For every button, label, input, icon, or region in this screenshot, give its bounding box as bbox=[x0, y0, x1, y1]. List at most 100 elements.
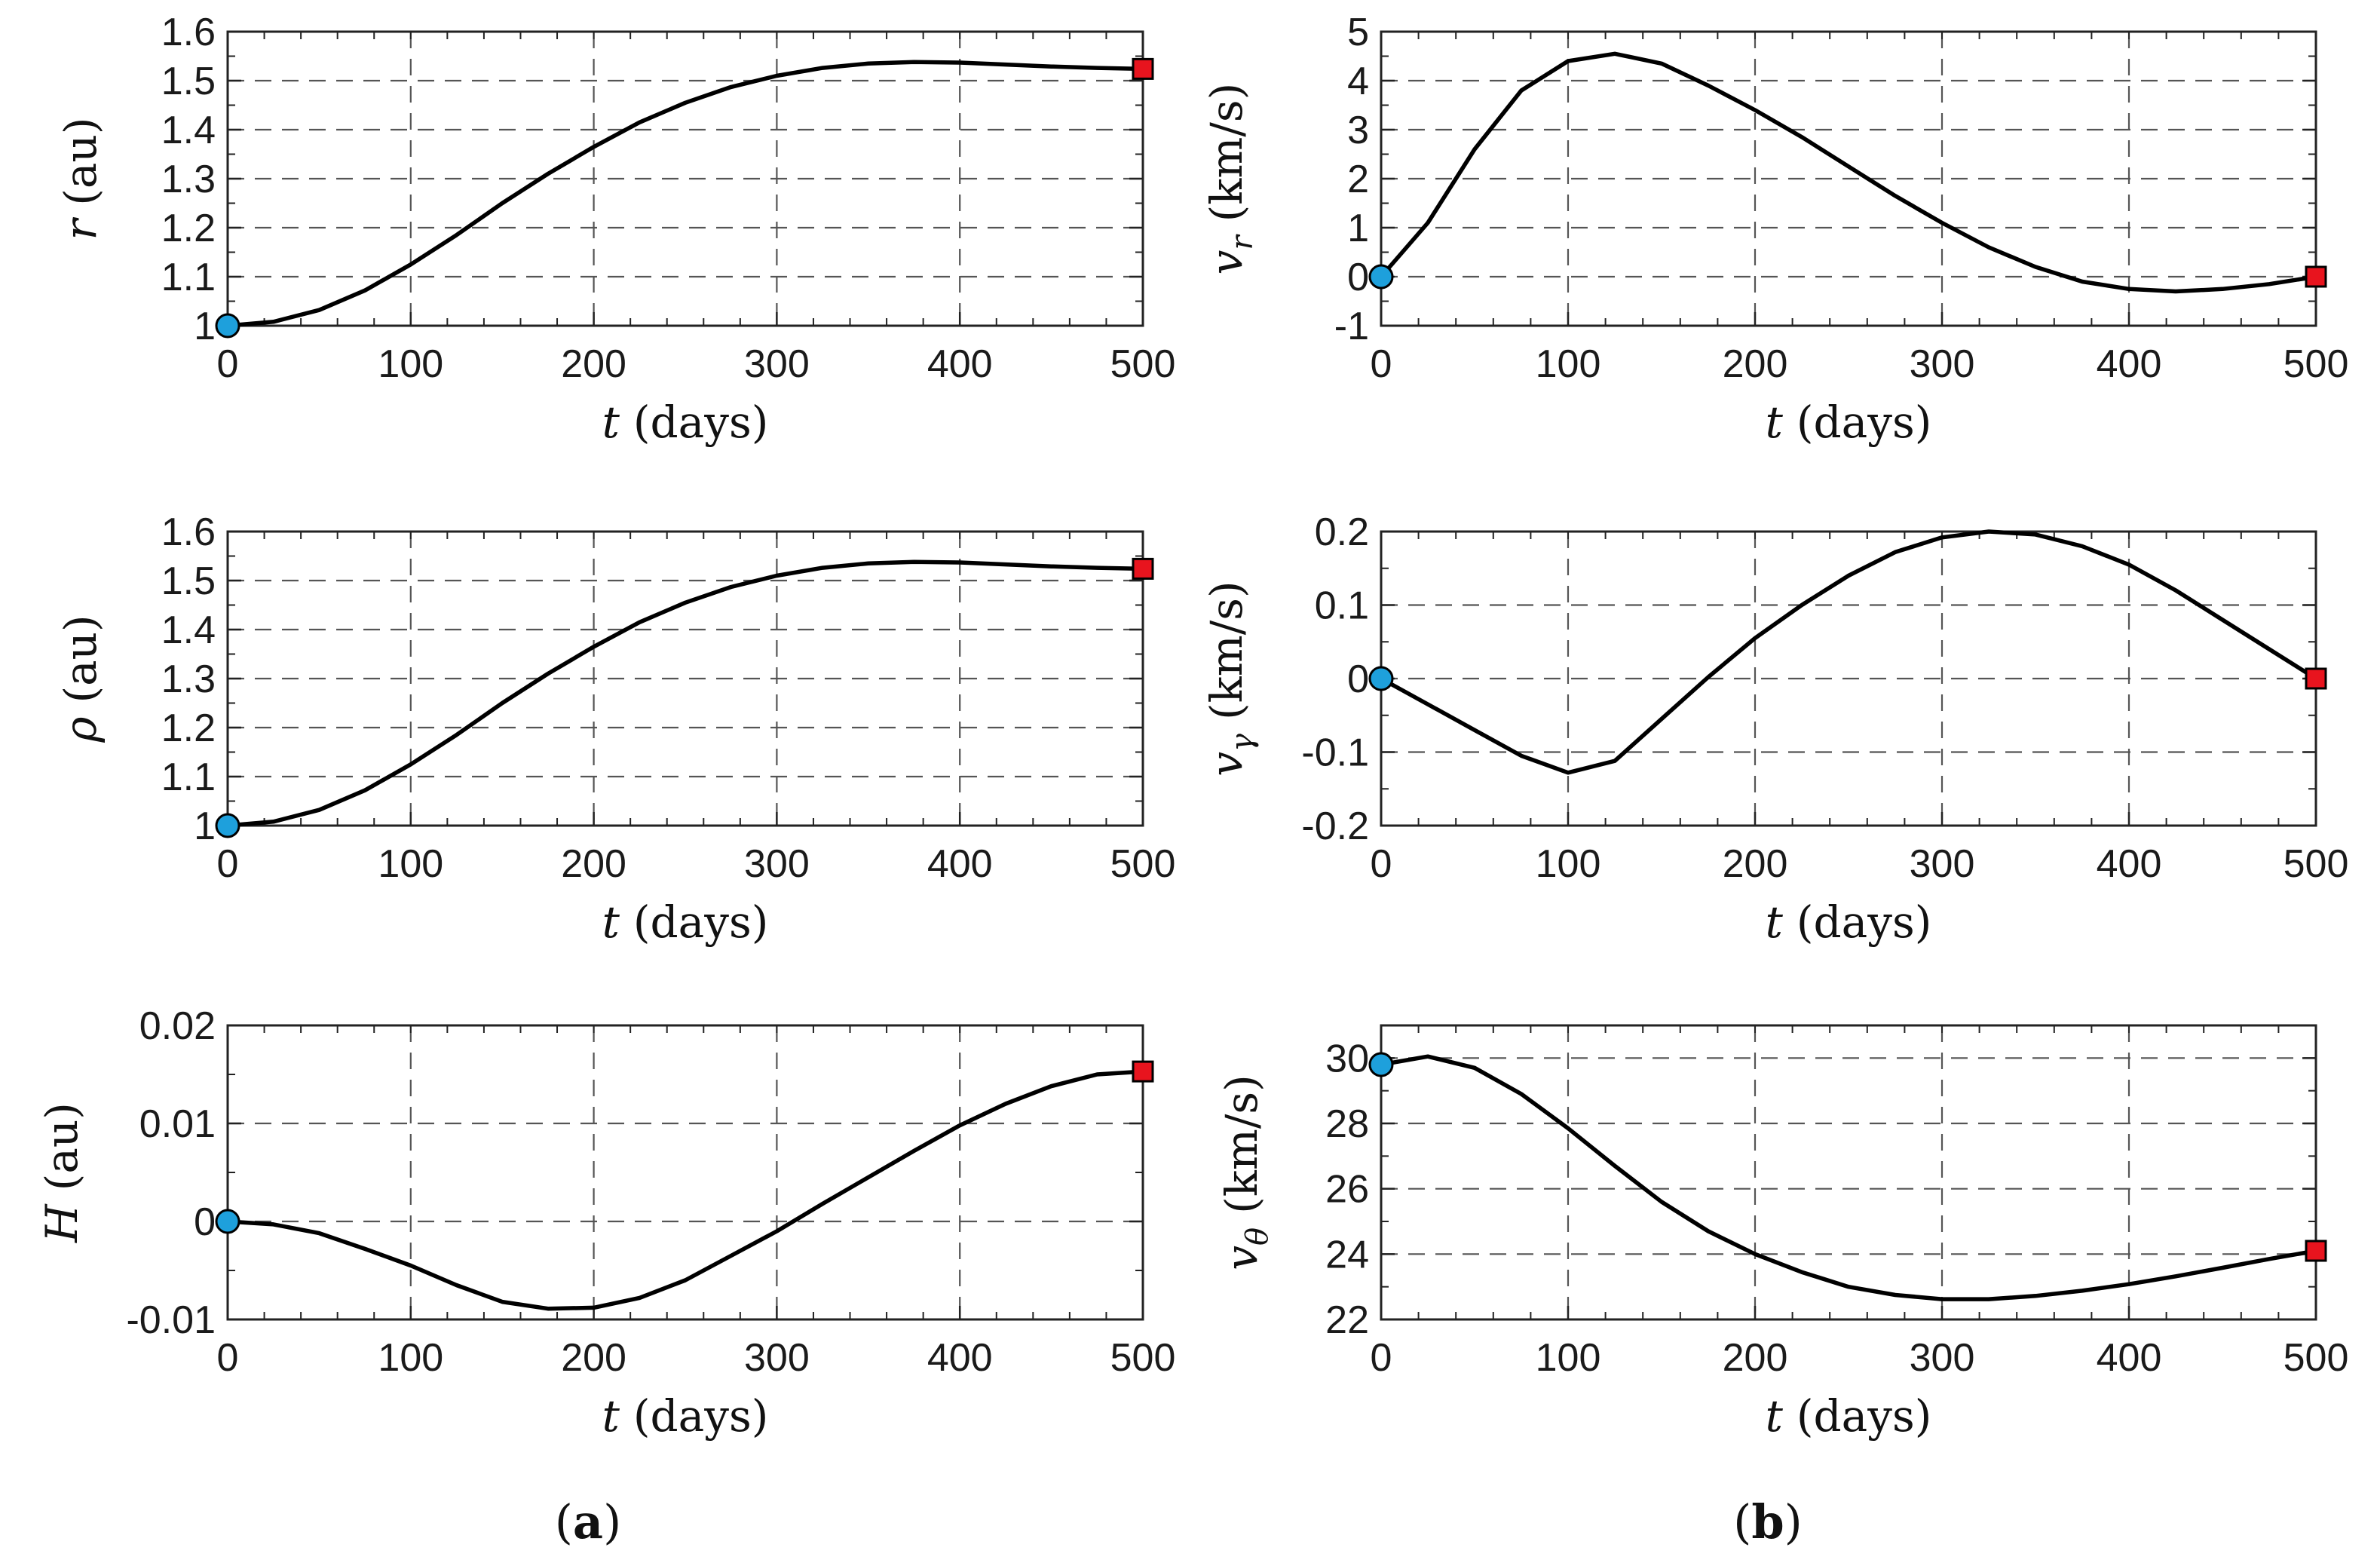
y-tick-label: 1.2 bbox=[161, 207, 216, 250]
x-tick-label: 500 bbox=[1110, 842, 1176, 886]
axes-box bbox=[226, 1024, 1144, 1321]
x-tick-label: 200 bbox=[1723, 842, 1788, 886]
x-tick-label: 100 bbox=[1536, 342, 1601, 386]
y-tick-label: 0 bbox=[194, 1200, 216, 1244]
y-axis-symbol: ρ bbox=[55, 717, 106, 743]
x-tick-label: 300 bbox=[1910, 342, 1975, 386]
y-tick-label: -1 bbox=[1334, 305, 1369, 348]
y-axis-symbol: v bbox=[1216, 1246, 1267, 1270]
chart-panel-vtheta: 0 100 200 300 400 500 22 24 26 28 30 t (days) vθ (km/s… bbox=[1216, 1024, 2348, 1442]
y-tick-label: 1.3 bbox=[161, 657, 216, 701]
x-tick-label: 0 bbox=[1371, 342, 1392, 386]
series-line-vr bbox=[1379, 51, 2318, 294]
y-tick-label: 1.4 bbox=[161, 608, 216, 652]
x-axis-unit: (days) bbox=[633, 1390, 769, 1442]
x-tick-label: 300 bbox=[1910, 842, 1975, 886]
start-marker bbox=[1368, 666, 1394, 691]
y-tick-label: 1.5 bbox=[161, 60, 216, 103]
y-tick-label: 28 bbox=[1325, 1102, 1369, 1146]
y-tick-label: -0.1 bbox=[1301, 731, 1369, 775]
y-tick-label: 1.1 bbox=[161, 256, 216, 299]
y-axis-label: vθ (km/s) bbox=[1216, 1074, 1275, 1270]
start-marker bbox=[215, 313, 240, 339]
x-axis-unit: (days) bbox=[1796, 1390, 1932, 1442]
y-tick-label: -0.2 bbox=[1301, 804, 1369, 848]
end-marker bbox=[2305, 1240, 2327, 1262]
x-tick-label: 400 bbox=[2097, 342, 2162, 386]
start-marker bbox=[1368, 1052, 1394, 1077]
end-marker bbox=[2305, 667, 2327, 690]
y-axis-unit: (au) bbox=[55, 118, 106, 206]
y-axis-label: r (au) bbox=[55, 118, 106, 241]
x-tick-label: 300 bbox=[744, 342, 810, 386]
y-axis-unit: (au) bbox=[55, 614, 106, 703]
x-tick-label: 400 bbox=[2097, 1336, 2162, 1380]
y-axis-unit: (au) bbox=[36, 1102, 87, 1191]
series-line-vgamma bbox=[1379, 529, 2318, 775]
y-tick-label: 0.01 bbox=[139, 1102, 216, 1146]
y-axis-symbol: v bbox=[1201, 250, 1252, 274]
y-axis-label: vr (km/s) bbox=[1201, 83, 1260, 275]
start-marker bbox=[1368, 264, 1394, 290]
x-tick-label: 200 bbox=[561, 342, 626, 386]
x-axis-symbol: t bbox=[1766, 397, 1784, 448]
start-marker bbox=[215, 1209, 240, 1234]
series-line-H bbox=[225, 1069, 1145, 1311]
chart-panel-r: 0 100 200 300 400 500 1 1.1 1.2 1.3 1.4 1.5 1.6 t (day… bbox=[55, 11, 1175, 448]
x-axis-symbol: t bbox=[1766, 896, 1784, 948]
y-axis-unit: (km/s) bbox=[1201, 581, 1252, 720]
chart-panel-vgamma: 0 100 200 300 400 500 -0.2 -0.1 0 0.1 0.2 t (days) vγ… bbox=[1201, 510, 2348, 948]
y-axis-symbol: H bbox=[36, 1203, 87, 1243]
y-axis-symbol: v bbox=[1201, 752, 1252, 777]
x-tick-label: 300 bbox=[1910, 1336, 1975, 1380]
x-axis-unit: (days) bbox=[633, 397, 769, 448]
x-tick-label: 500 bbox=[2284, 842, 2349, 886]
x-tick-label: 200 bbox=[1723, 1336, 1788, 1380]
y-axis-label: H (au) bbox=[36, 1102, 87, 1243]
y-tick-label: 24 bbox=[1325, 1233, 1369, 1276]
x-tick-label: 0 bbox=[217, 842, 239, 886]
y-tick-label: 1.1 bbox=[161, 755, 216, 799]
series-line-vtheta bbox=[1379, 1054, 2318, 1301]
x-tick-label: 400 bbox=[927, 342, 993, 386]
y-tick-label: 1 bbox=[194, 305, 216, 348]
y-tick-label: 0.02 bbox=[139, 1004, 216, 1048]
x-tick-label: 400 bbox=[2097, 842, 2162, 886]
x-axis-symbol: t bbox=[602, 896, 620, 948]
y-tick-label: 1 bbox=[1347, 207, 1369, 250]
x-tick-label: 500 bbox=[2284, 342, 2349, 386]
y-axis-label: vγ (km/s) bbox=[1201, 581, 1260, 776]
end-marker bbox=[1132, 1060, 1154, 1083]
y-tick-label: 1 bbox=[194, 804, 216, 848]
x-axis-label: t (days) bbox=[1766, 1390, 1932, 1442]
series-line-rho bbox=[225, 559, 1145, 828]
x-axis-label: t (days) bbox=[1766, 896, 1932, 948]
chart-panel-rho: 0 100 200 300 400 500 1 1.1 1.2 1.3 1.4 1.5 1.6 t (day… bbox=[55, 510, 1175, 948]
y-tick-label: 22 bbox=[1325, 1298, 1369, 1342]
x-axis-unit: (days) bbox=[1796, 397, 1932, 448]
y-tick-label: 0.1 bbox=[1315, 584, 1369, 628]
x-tick-label: 300 bbox=[744, 842, 810, 886]
y-axis-subscript: r bbox=[1225, 234, 1260, 250]
x-tick-label: 0 bbox=[217, 1336, 239, 1380]
y-tick-label: 0.2 bbox=[1315, 510, 1369, 554]
x-tick-label: 0 bbox=[1371, 1336, 1392, 1380]
x-axis-symbol: t bbox=[1766, 1390, 1784, 1442]
x-axis-label: t (days) bbox=[602, 896, 769, 948]
x-axis-label: t (days) bbox=[1766, 397, 1932, 448]
x-tick-label: 0 bbox=[1371, 842, 1392, 886]
y-tick-label: 1.6 bbox=[161, 510, 216, 554]
y-tick-label: 4 bbox=[1347, 60, 1369, 103]
x-tick-label: 100 bbox=[378, 342, 443, 386]
x-tick-label: 100 bbox=[1536, 842, 1601, 886]
y-axis-subscript: γ bbox=[1225, 734, 1260, 752]
y-tick-label: 2 bbox=[1347, 158, 1369, 201]
y-tick-label: 1.5 bbox=[161, 559, 216, 603]
x-tick-label: 400 bbox=[927, 1336, 993, 1380]
x-tick-label: 500 bbox=[1110, 1336, 1176, 1380]
x-axis-unit: (days) bbox=[1796, 896, 1932, 948]
